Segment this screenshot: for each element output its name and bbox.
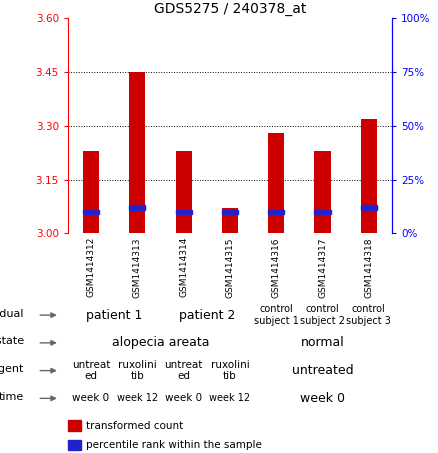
Text: untreated: untreated: [292, 364, 353, 377]
Title: GDS5275 / 240378_at: GDS5275 / 240378_at: [154, 2, 306, 16]
Text: week 12: week 12: [209, 393, 251, 403]
Text: control
subject 1: control subject 1: [254, 304, 299, 326]
Bar: [268, 133, 284, 233]
Text: untreat
ed: untreat ed: [72, 360, 110, 381]
Text: control
subject 2: control subject 2: [300, 304, 345, 326]
Text: week 0: week 0: [165, 393, 202, 403]
Text: patient 1: patient 1: [86, 308, 142, 322]
Bar: [314, 210, 331, 214]
Text: normal: normal: [300, 337, 344, 349]
Bar: [68, 420, 81, 430]
Text: control
subject 3: control subject 3: [346, 304, 391, 326]
Bar: [361, 119, 377, 233]
Bar: [129, 72, 145, 233]
Bar: [222, 208, 238, 233]
Bar: [268, 210, 284, 214]
Bar: [129, 205, 145, 210]
Bar: [68, 439, 81, 450]
Text: ruxolini
tib: ruxolini tib: [118, 360, 157, 381]
Text: GSM1414314: GSM1414314: [179, 237, 188, 298]
Text: week 12: week 12: [117, 393, 158, 403]
Text: GSM1414317: GSM1414317: [318, 237, 327, 298]
Text: ruxolini
tib: ruxolini tib: [211, 360, 249, 381]
Bar: [176, 151, 192, 233]
Text: GSM1414313: GSM1414313: [133, 237, 142, 298]
Text: week 0: week 0: [300, 392, 345, 405]
Bar: [83, 151, 99, 233]
Text: disease state: disease state: [0, 337, 24, 347]
Text: individual: individual: [0, 309, 24, 319]
Text: GSM1414315: GSM1414315: [226, 237, 234, 298]
Text: time: time: [0, 392, 24, 402]
Text: agent: agent: [0, 364, 24, 374]
Bar: [222, 210, 238, 214]
Bar: [176, 210, 192, 214]
Text: GSM1414316: GSM1414316: [272, 237, 281, 298]
Bar: [361, 205, 377, 210]
Text: untreat
ed: untreat ed: [164, 360, 203, 381]
Text: alopecia areata: alopecia areata: [112, 337, 209, 349]
Text: week 0: week 0: [72, 393, 110, 403]
Text: percentile rank within the sample: percentile rank within the sample: [86, 440, 261, 450]
Bar: [314, 151, 331, 233]
Text: transformed count: transformed count: [86, 421, 183, 431]
Text: GSM1414318: GSM1414318: [364, 237, 373, 298]
Text: GSM1414312: GSM1414312: [87, 237, 95, 298]
Bar: [83, 210, 99, 214]
Text: patient 2: patient 2: [179, 308, 235, 322]
